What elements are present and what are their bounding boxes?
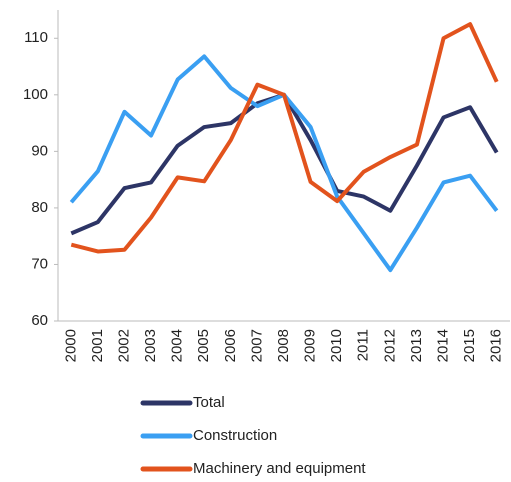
x-tick-label: 2005 [195, 329, 212, 362]
y-tick-label: 110 [24, 29, 48, 46]
line-series [70, 92, 499, 236]
x-tick-label: 2004 [169, 329, 186, 362]
y-tick-label: 70 [31, 255, 48, 272]
x-tick-label: 2011 [355, 329, 372, 361]
x-tick-label: 2001 [89, 329, 106, 362]
y-tick-label: 100 [23, 86, 48, 103]
x-tick-label: 2010 [328, 329, 345, 362]
x-tick-label: 2002 [115, 329, 132, 362]
x-tick-label: 2000 [62, 329, 79, 362]
y-tick-label: 80 [31, 199, 48, 216]
line-series [70, 22, 499, 254]
x-tick-label: 2009 [302, 329, 319, 362]
x-tick-label: 2006 [222, 329, 239, 362]
x-tick-label: 2012 [381, 329, 398, 362]
x-tick-label: 2014 [434, 329, 451, 362]
legend-label: Total [193, 394, 225, 411]
x-tick-label: 2013 [408, 329, 425, 362]
x-tick-label: 2008 [275, 329, 292, 362]
legend-label: Construction [193, 427, 277, 444]
x-tick-label: 2016 [488, 329, 505, 362]
y-tick-label: 90 [31, 142, 48, 159]
y-tick-label: 60 [31, 312, 48, 329]
x-tick-label: 2003 [142, 329, 159, 362]
x-tick-label: 2007 [248, 329, 265, 362]
legend-label: Machinery and equipment [193, 460, 366, 477]
x-tick-label: 2015 [461, 329, 478, 362]
